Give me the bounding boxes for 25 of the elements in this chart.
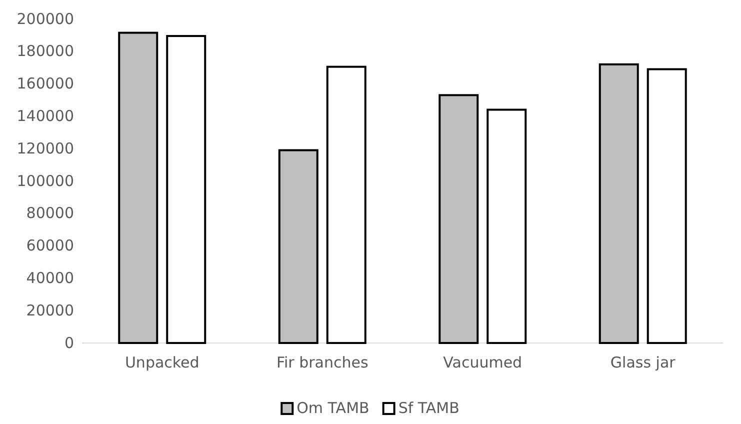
x-tick-label: Glass jar bbox=[610, 354, 676, 372]
bar bbox=[278, 149, 318, 344]
legend-label: Om TAMB bbox=[296, 399, 370, 417]
y-tick-label: 100000 bbox=[16, 172, 74, 190]
bar bbox=[166, 35, 206, 344]
y-tick-label: 200000 bbox=[16, 10, 74, 28]
y-tick-label: 180000 bbox=[16, 42, 74, 60]
y-tick-label: 40000 bbox=[26, 269, 74, 287]
y-tick-label: 120000 bbox=[16, 139, 74, 158]
y-tick-label: 0 bbox=[64, 334, 74, 352]
bar bbox=[486, 108, 527, 344]
bar bbox=[118, 32, 158, 344]
x-tick-label: Vacuumed bbox=[443, 354, 522, 372]
bar bbox=[326, 66, 366, 344]
y-tick-label: 60000 bbox=[26, 236, 74, 255]
x-tick-label: Fir branches bbox=[276, 354, 368, 372]
y-tick-label: 160000 bbox=[16, 74, 74, 93]
y-tick-label: 20000 bbox=[26, 301, 74, 320]
bar bbox=[646, 68, 687, 344]
y-tick-label: 140000 bbox=[16, 107, 74, 125]
x-tick-label: Unpacked bbox=[124, 354, 200, 372]
bar bbox=[438, 94, 479, 344]
legend-label: Sf TAMB bbox=[398, 399, 460, 417]
y-tick-label: 80000 bbox=[26, 204, 74, 222]
bar bbox=[598, 63, 639, 344]
